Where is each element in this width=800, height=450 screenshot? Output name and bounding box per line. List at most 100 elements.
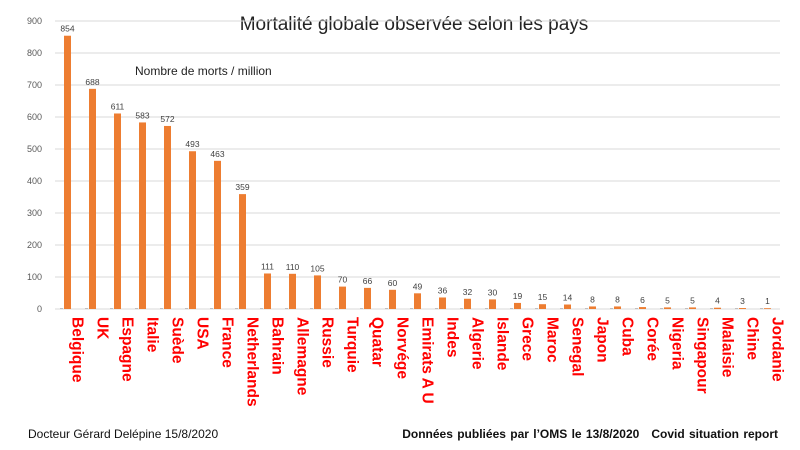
bar: [614, 306, 621, 309]
data-label: 6: [640, 295, 645, 305]
baseline-marker: [460, 308, 463, 309]
x-tick-label: Singapour: [694, 317, 711, 394]
x-tick-label: UK: [94, 317, 111, 340]
bar: [64, 35, 71, 309]
data-label: 66: [363, 276, 373, 286]
baseline-marker: [485, 308, 488, 309]
bar: [314, 275, 321, 309]
bar: [514, 302, 521, 309]
bars: [60, 35, 771, 310]
baseline-marker: [85, 308, 88, 309]
report-text: Covid situation report: [651, 427, 778, 441]
source-note: Données publiées par l’OMS le 13/8/2020 C…: [390, 427, 778, 441]
x-tick-label: Chine: [744, 317, 761, 360]
x-tick-label: Turquie: [344, 317, 361, 373]
y-tick-label: 600: [27, 112, 42, 122]
baseline-marker: [635, 308, 638, 309]
baseline-marker: [110, 308, 113, 309]
bar: [764, 308, 771, 309]
y-tick-label: 400: [27, 176, 42, 186]
data-label: 854: [60, 24, 74, 34]
chart-title: Mortalité globale observée selon les pay…: [240, 14, 589, 35]
data-label: 463: [210, 149, 224, 159]
baseline-marker: [310, 308, 313, 309]
x-tick-label: Senegal: [569, 317, 586, 376]
bar: [664, 307, 671, 309]
y-axis: 0 100 200 300 400 500 600 700 800 900: [27, 16, 42, 314]
y-tick-label: 500: [27, 144, 42, 154]
data-label: 30: [488, 287, 498, 297]
x-tick-label: Nigeria: [669, 317, 686, 370]
baseline-marker: [585, 308, 588, 309]
bar: [264, 273, 271, 309]
data-label: 493: [185, 139, 199, 149]
data-label: 3: [740, 296, 745, 306]
chart-annotation: Nombre de morts / million: [135, 64, 272, 78]
baseline-marker: [385, 308, 388, 309]
baseline-marker: [435, 308, 438, 309]
bar: [289, 273, 296, 309]
x-tick-label: Bahrain: [269, 317, 286, 375]
baseline-marker: [560, 308, 563, 309]
data-label: 32: [463, 287, 473, 297]
x-tick-label: Espagne: [119, 317, 136, 382]
y-tick-label: 900: [27, 16, 42, 26]
baseline-marker: [135, 308, 138, 309]
x-tick-label: Jordanie: [769, 317, 786, 382]
x-tick-label: Quatar: [369, 317, 386, 367]
baseline-marker: [610, 308, 613, 309]
data-label: 359: [235, 182, 249, 192]
x-tick-label: Cuba: [619, 317, 636, 356]
y-tick-label: 300: [27, 208, 42, 218]
data-label: 36: [438, 285, 448, 295]
bar: [189, 151, 196, 309]
x-tick-label: Japon: [594, 317, 611, 363]
baseline-marker: [535, 308, 538, 309]
bar: [139, 122, 146, 309]
y-tick-label: 800: [27, 48, 42, 58]
baseline-marker: [735, 308, 738, 309]
bar: [689, 307, 696, 309]
bar: [489, 299, 496, 309]
y-tick-label: 0: [37, 304, 42, 314]
bar: [164, 125, 171, 310]
x-tick-label: Islande: [494, 317, 511, 371]
data-label: 111: [261, 261, 274, 271]
bar: [239, 194, 246, 309]
x-tick-label: Suède: [169, 317, 186, 364]
x-tick-label: USA: [194, 317, 211, 350]
data-label: 1: [765, 296, 770, 306]
bar: [439, 297, 446, 309]
data-label: 14: [563, 293, 573, 303]
bar: [464, 298, 471, 309]
x-tick-label: France: [219, 317, 236, 368]
bar: [89, 88, 96, 309]
y-tick-label: 100: [27, 272, 42, 282]
data-label: 611: [111, 101, 125, 111]
data-label: 49: [413, 281, 423, 291]
x-tick-label: Corée: [644, 317, 661, 361]
data-label: 70: [338, 275, 348, 285]
baseline-marker: [410, 308, 413, 309]
bar: [114, 113, 121, 309]
bar: [589, 306, 596, 309]
baseline-marker: [285, 308, 288, 309]
x-tick-label: Italie: [144, 317, 161, 353]
data-label: 572: [160, 114, 174, 124]
source-text: Données publiées par l’OMS le 13/8/2020: [402, 427, 640, 441]
bar: [414, 293, 421, 309]
x-axis: Belgique UK Espagne Italie Suède USA France Net…: [69, 317, 786, 407]
baseline-marker: [260, 308, 263, 309]
x-tick-label: Malaisie: [719, 317, 736, 378]
x-tick-label: Indes: [444, 317, 461, 357]
data-label: 4: [715, 296, 720, 306]
baseline-marker: [185, 308, 188, 309]
baseline-marker: [660, 308, 663, 309]
data-label: 5: [665, 295, 670, 305]
data-label: 110: [286, 262, 300, 272]
bar: [214, 160, 221, 309]
x-tick-label: Emirats A U: [419, 317, 436, 404]
x-tick-label: Russie: [319, 317, 336, 368]
